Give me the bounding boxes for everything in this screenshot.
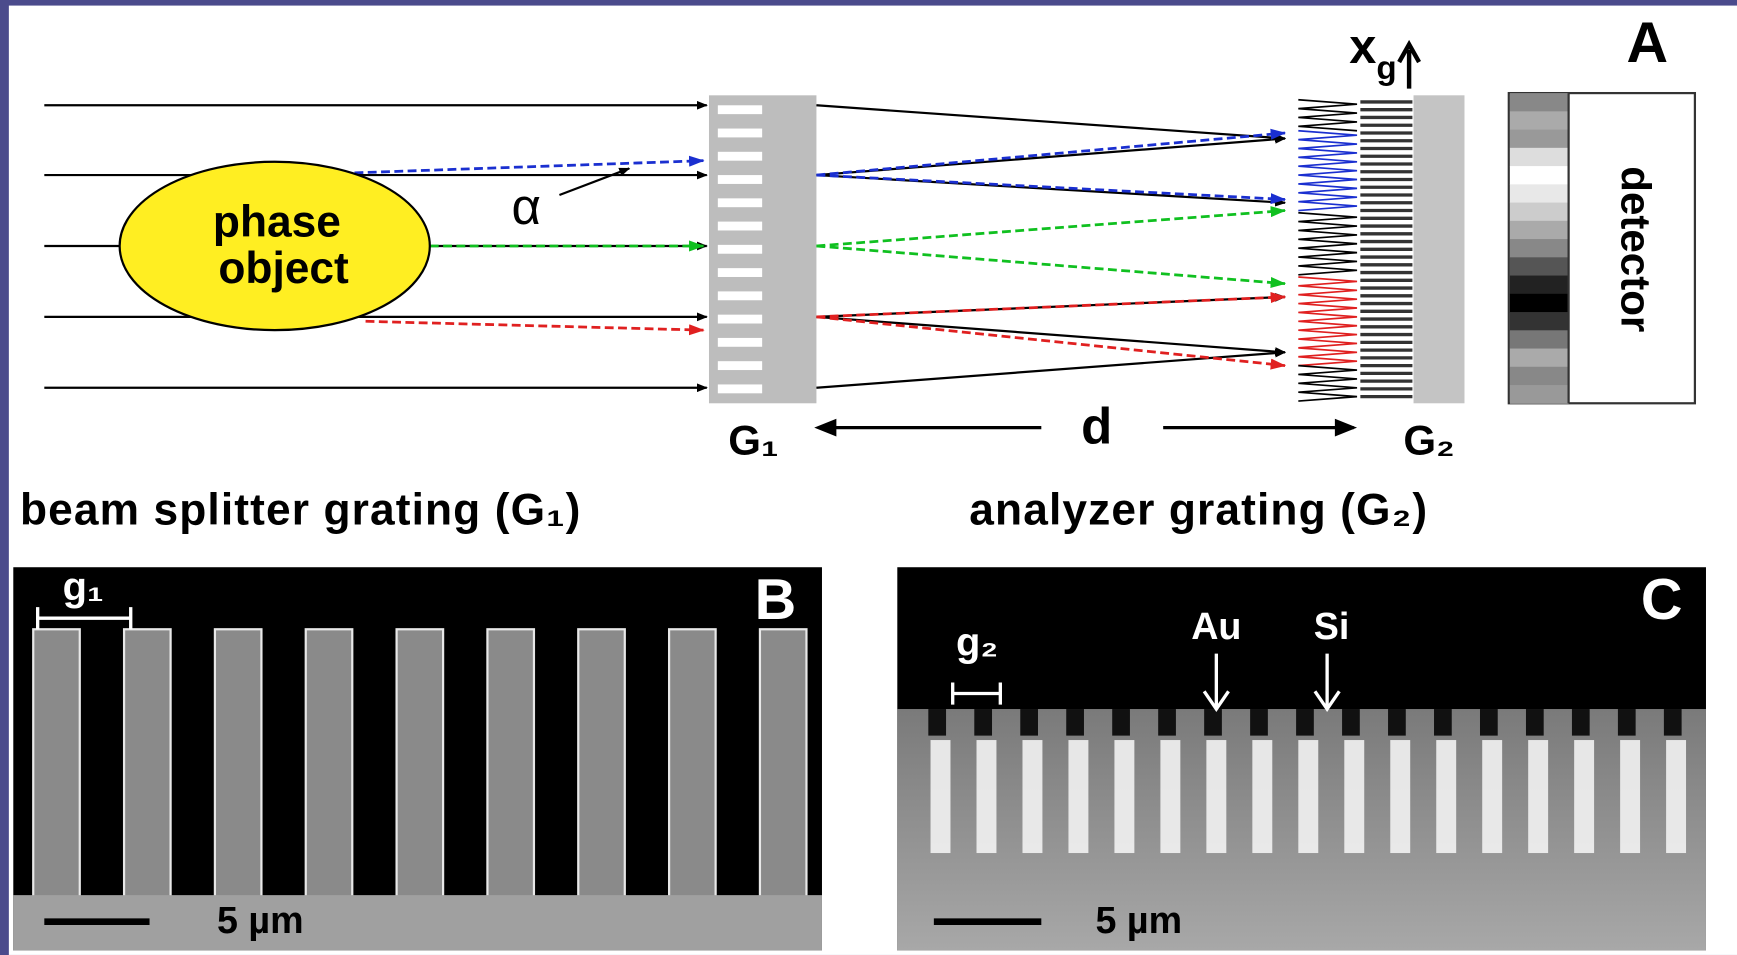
alpha: α [511, 178, 540, 235]
panel-b [13, 567, 822, 950]
detector-pixel [1510, 166, 1569, 185]
g1-slit [718, 175, 762, 184]
g1-slit [718, 268, 762, 277]
notch [1342, 709, 1360, 736]
notch [1066, 709, 1084, 736]
detector-pixel [1510, 148, 1569, 167]
grating-line [215, 629, 262, 906]
g1-slit [718, 291, 762, 300]
g1-slit [718, 361, 762, 370]
gold-line [1252, 740, 1272, 853]
detector-pixel [1510, 93, 1569, 112]
detector-pixel [1510, 349, 1569, 368]
notch [1526, 709, 1544, 736]
gold-line [1298, 740, 1318, 853]
gold-line [1666, 740, 1686, 853]
g1-slit [718, 245, 762, 254]
grating-line [124, 629, 171, 906]
figure: A xg phase object α detector G₁ d G₂ bea… [0, 0, 1737, 955]
detector-pixel [1510, 184, 1569, 203]
grating-line [33, 629, 80, 906]
detector-pixel [1510, 367, 1569, 386]
detector-pixel [1510, 203, 1569, 222]
detector-pixel [1510, 385, 1569, 404]
gold-line [1390, 740, 1410, 853]
detector-pixel [1510, 239, 1569, 258]
gold-line [1344, 740, 1364, 853]
notch [1572, 709, 1590, 736]
si-label: Si [1314, 605, 1350, 647]
notch [1158, 709, 1176, 736]
notch [1250, 709, 1268, 736]
detector-pixel [1510, 111, 1569, 130]
g1-slit [718, 105, 762, 114]
g2-label: G₂ [1403, 416, 1454, 463]
detector-pixel [1510, 330, 1569, 349]
notch [1480, 709, 1498, 736]
panel-c [897, 567, 1706, 950]
notch [928, 709, 946, 736]
notch [1204, 709, 1222, 736]
gold-line [1482, 740, 1502, 853]
gold-line [931, 740, 951, 853]
gold-line [1206, 740, 1226, 853]
grating-line [397, 629, 444, 906]
detector-pixel [1510, 312, 1569, 331]
notch [1020, 709, 1038, 736]
grating-line [669, 629, 716, 906]
notch [1296, 709, 1314, 736]
notch [1112, 709, 1130, 736]
phase-text: phase [213, 198, 341, 247]
gold-line [1436, 740, 1456, 853]
gold-line [977, 740, 997, 853]
scale-label: 5 µm [1096, 899, 1183, 941]
gold-line [1114, 740, 1134, 853]
g1-slit [718, 384, 762, 393]
panel-label: A [1626, 11, 1668, 75]
grating-line [306, 629, 353, 906]
notch [1618, 709, 1636, 736]
gold-line [1528, 740, 1548, 853]
panel-label: C [1641, 568, 1683, 632]
gold-line [1160, 740, 1180, 853]
phase-text: object [218, 244, 349, 293]
notch [974, 709, 992, 736]
detector-pixel [1510, 276, 1569, 295]
distance-label: d [1081, 397, 1112, 454]
period-label: g₁ [63, 565, 104, 609]
g1-slit [718, 222, 762, 231]
gold-line [1022, 740, 1042, 853]
g2-substrate [1414, 95, 1465, 403]
detector-label: detector [1613, 166, 1660, 332]
g1-slit [718, 198, 762, 207]
detector-pixel [1510, 130, 1569, 149]
gold-line [1068, 740, 1088, 853]
g1-slit [718, 129, 762, 138]
g1-label: G₁ [728, 416, 778, 463]
scale-label: 5 µm [217, 899, 304, 941]
notch [1388, 709, 1406, 736]
g1-slit [718, 315, 762, 324]
grating-line [578, 629, 625, 906]
gold-line [1574, 740, 1594, 853]
grating-line [487, 629, 534, 906]
notch [1434, 709, 1452, 736]
g1-slit [718, 338, 762, 347]
caption: analyzer grating (G₂) [969, 486, 1428, 535]
notch [1664, 709, 1682, 736]
g1-slit [718, 152, 762, 161]
panel-label: B [755, 568, 797, 632]
detector-pixel [1510, 294, 1569, 313]
period-label: g₂ [956, 620, 998, 664]
grating-line [760, 629, 807, 906]
detector-pixel [1510, 221, 1569, 240]
au-label: Au [1191, 605, 1241, 647]
detector-pixel [1510, 257, 1569, 276]
caption: beam splitter grating (G₁) [20, 486, 582, 535]
gold-line [1620, 740, 1640, 853]
